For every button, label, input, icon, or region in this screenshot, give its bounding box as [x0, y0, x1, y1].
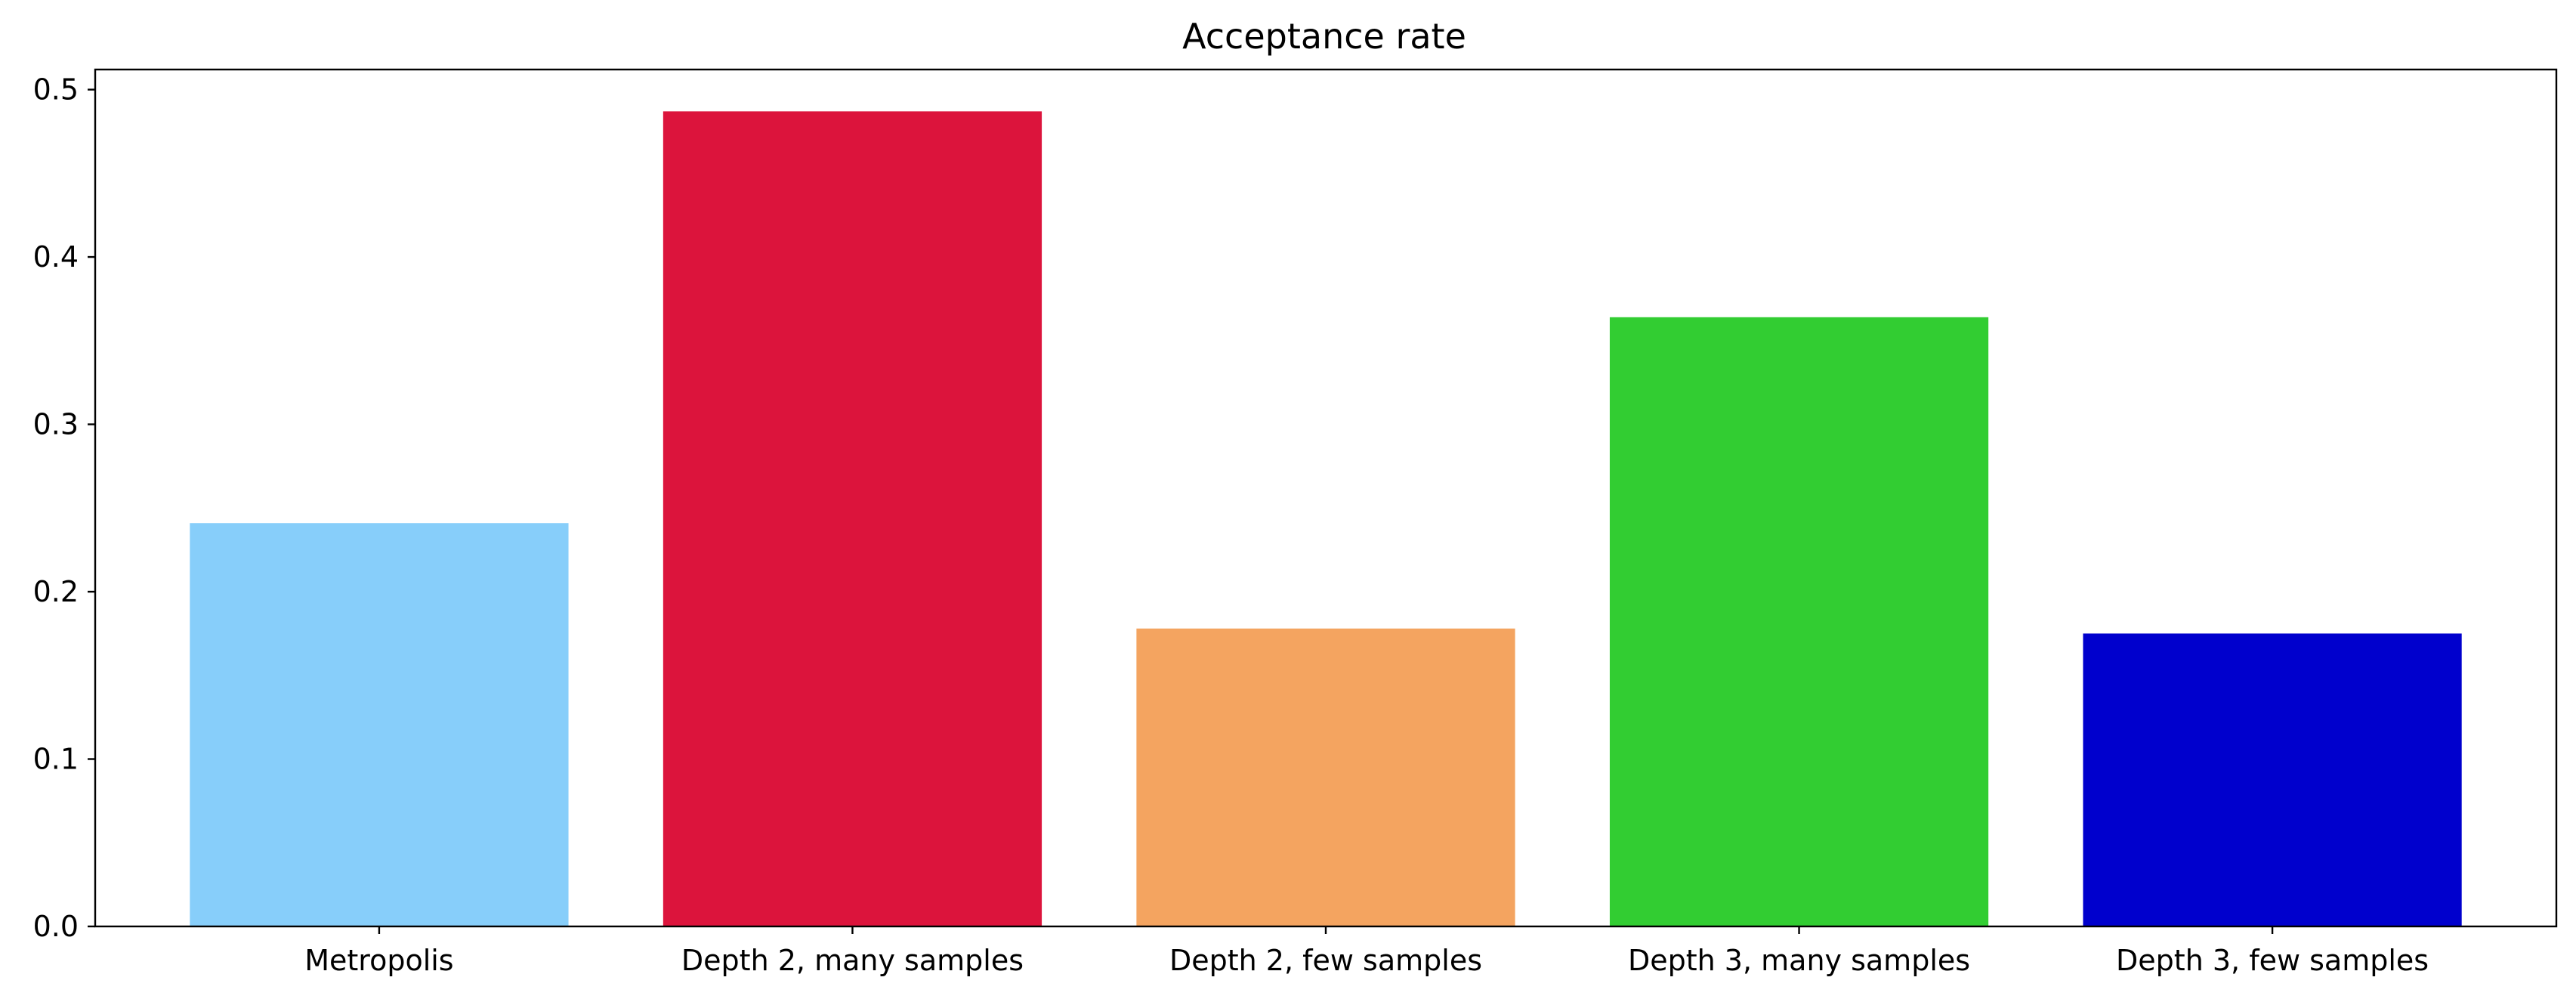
x-tick-label: Depth 3, many samples — [1628, 944, 1970, 977]
x-tick-label: Depth 2, many samples — [681, 944, 1024, 977]
y-tick-label: 0.1 — [33, 743, 79, 776]
x-tick-label: Depth 2, few samples — [1169, 944, 1482, 977]
y-tick-label: 0.0 — [33, 910, 79, 943]
bar-depth-2-many-samples — [663, 111, 1042, 926]
bar-depth-3-few-samples — [2083, 633, 2462, 926]
bar-depth-2-few-samples — [1136, 628, 1515, 926]
bar-metropolis — [190, 523, 569, 926]
y-tick-label: 0.5 — [33, 73, 79, 107]
bar-depth-3-many-samples — [1609, 317, 1989, 926]
y-axis: 0.0 0.1 0.2 0.3 0.4 0.5 — [33, 73, 95, 943]
bars-group — [190, 111, 2462, 926]
x-tick-label: Metropolis — [304, 944, 453, 977]
chart-title: Acceptance rate — [1182, 16, 1466, 57]
x-axis: Metropolis Depth 2, many samples Depth 2, … — [304, 926, 2429, 977]
y-tick-label: 0.3 — [33, 408, 79, 441]
y-tick-label: 0.2 — [33, 575, 79, 608]
y-tick-label: 0.4 — [33, 240, 79, 274]
plot-frame — [94, 68, 2558, 928]
x-tick-label: Depth 3, few samples — [2116, 944, 2429, 977]
